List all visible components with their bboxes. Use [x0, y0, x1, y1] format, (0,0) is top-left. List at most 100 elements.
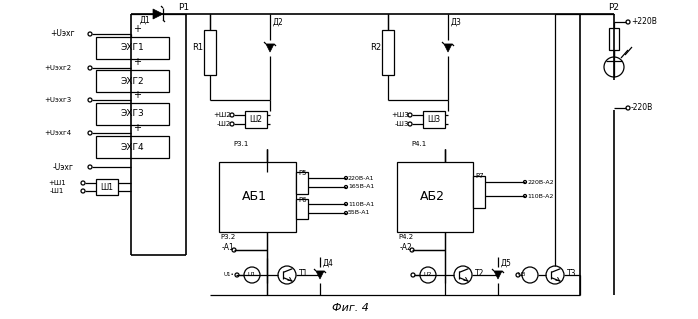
Text: T3: T3: [567, 269, 577, 278]
Polygon shape: [153, 9, 163, 19]
Circle shape: [516, 273, 520, 277]
Text: -Ш3: -Ш3: [394, 121, 409, 127]
Bar: [296, 199, 308, 219]
Bar: [382, 30, 394, 75]
Text: +Uэхг3: +Uэхг3: [45, 97, 72, 103]
Text: -А1: -А1: [222, 243, 235, 253]
Text: +220В: +220В: [631, 18, 657, 26]
Text: +Uэхг2: +Uэхг2: [45, 65, 72, 71]
Text: U1•: U1•: [223, 272, 234, 278]
Text: +Uэхг4: +Uэхг4: [45, 130, 72, 136]
Text: Д3: Д3: [451, 18, 462, 26]
Polygon shape: [266, 44, 274, 52]
Text: -Ш2: -Ш2: [217, 121, 231, 127]
Circle shape: [244, 267, 260, 283]
Circle shape: [410, 248, 414, 252]
Circle shape: [408, 113, 412, 117]
Text: +Ш2: +Ш2: [214, 112, 231, 118]
Text: АБ2: АБ2: [419, 190, 445, 204]
Text: U2: U2: [424, 272, 432, 278]
Circle shape: [546, 266, 564, 284]
Text: P7: P7: [475, 173, 484, 179]
Text: P3.1: P3.1: [233, 141, 248, 147]
Circle shape: [626, 20, 630, 24]
Text: -Ш1: -Ш1: [50, 188, 64, 194]
Circle shape: [411, 273, 415, 277]
Circle shape: [604, 57, 624, 77]
Text: Фиг. 4: Фиг. 4: [332, 303, 369, 313]
Circle shape: [626, 106, 630, 110]
Text: 165В-А1: 165В-А1: [348, 184, 374, 189]
Circle shape: [345, 176, 348, 180]
Text: P3.2: P3.2: [220, 234, 235, 240]
Text: Ш1: Ш1: [101, 182, 114, 191]
Text: +: +: [133, 57, 141, 67]
Text: АБ1: АБ1: [242, 190, 267, 204]
Text: 110В-А1: 110В-А1: [348, 202, 374, 206]
Circle shape: [81, 189, 85, 193]
Bar: [204, 30, 216, 75]
Circle shape: [524, 181, 526, 183]
Text: 220В-А1: 220В-А1: [348, 175, 375, 181]
Text: 110В-А2: 110В-А2: [527, 194, 554, 198]
Circle shape: [345, 211, 348, 214]
Circle shape: [230, 122, 234, 126]
Bar: [245, 111, 267, 128]
Circle shape: [345, 186, 348, 189]
Bar: [219, 162, 296, 232]
Text: ЭХГ2: ЭХГ2: [120, 77, 144, 85]
Text: P6: P6: [298, 197, 306, 203]
Circle shape: [230, 113, 234, 117]
Text: -Uэхг: -Uэхг: [52, 162, 73, 172]
Bar: [96, 179, 118, 195]
Text: ЭХГ4: ЭХГ4: [120, 143, 144, 152]
Text: P5: P5: [298, 170, 306, 176]
Bar: [473, 176, 485, 208]
Bar: [423, 111, 445, 128]
Circle shape: [81, 181, 85, 185]
Text: -220В: -220В: [631, 103, 653, 113]
Text: +Ш3: +Ш3: [392, 112, 409, 118]
Circle shape: [88, 66, 92, 70]
Bar: [609, 28, 619, 50]
Circle shape: [278, 266, 296, 284]
Text: P2: P2: [609, 3, 620, 11]
Text: P1: P1: [179, 3, 190, 11]
Circle shape: [88, 32, 92, 36]
Text: +: +: [133, 123, 141, 133]
Text: U1: U1: [248, 272, 256, 278]
Circle shape: [88, 165, 92, 169]
Text: U3: U3: [517, 272, 526, 278]
Text: Д4: Д4: [323, 258, 334, 268]
Text: Ш2: Ш2: [249, 115, 262, 123]
Circle shape: [408, 122, 412, 126]
Text: Д1: Д1: [140, 16, 151, 25]
Text: 55В-А1: 55В-А1: [348, 211, 371, 216]
Circle shape: [522, 267, 538, 283]
Text: ЭХГ3: ЭХГ3: [120, 109, 144, 118]
Polygon shape: [444, 44, 452, 52]
Text: ЭХГ1: ЭХГ1: [120, 43, 144, 53]
Text: T2: T2: [475, 269, 484, 278]
Text: R1: R1: [192, 42, 203, 51]
Circle shape: [345, 203, 348, 205]
Text: T1: T1: [299, 269, 309, 278]
Text: Д5: Д5: [501, 258, 512, 268]
Text: +Uэхг: +Uэхг: [51, 29, 75, 39]
Bar: [96, 70, 169, 92]
Bar: [96, 103, 169, 125]
Text: +: +: [133, 24, 141, 34]
Polygon shape: [316, 271, 324, 279]
Circle shape: [454, 266, 472, 284]
Text: 220В-А2: 220В-А2: [527, 180, 554, 184]
Circle shape: [88, 131, 92, 135]
Circle shape: [235, 273, 239, 277]
Circle shape: [524, 195, 526, 197]
Text: +Ш1: +Ш1: [48, 180, 66, 186]
Bar: [296, 172, 308, 194]
Text: -А2: -А2: [400, 243, 413, 253]
Bar: [96, 136, 169, 158]
Text: R2: R2: [370, 42, 381, 51]
Circle shape: [232, 248, 236, 252]
Bar: [96, 37, 169, 59]
